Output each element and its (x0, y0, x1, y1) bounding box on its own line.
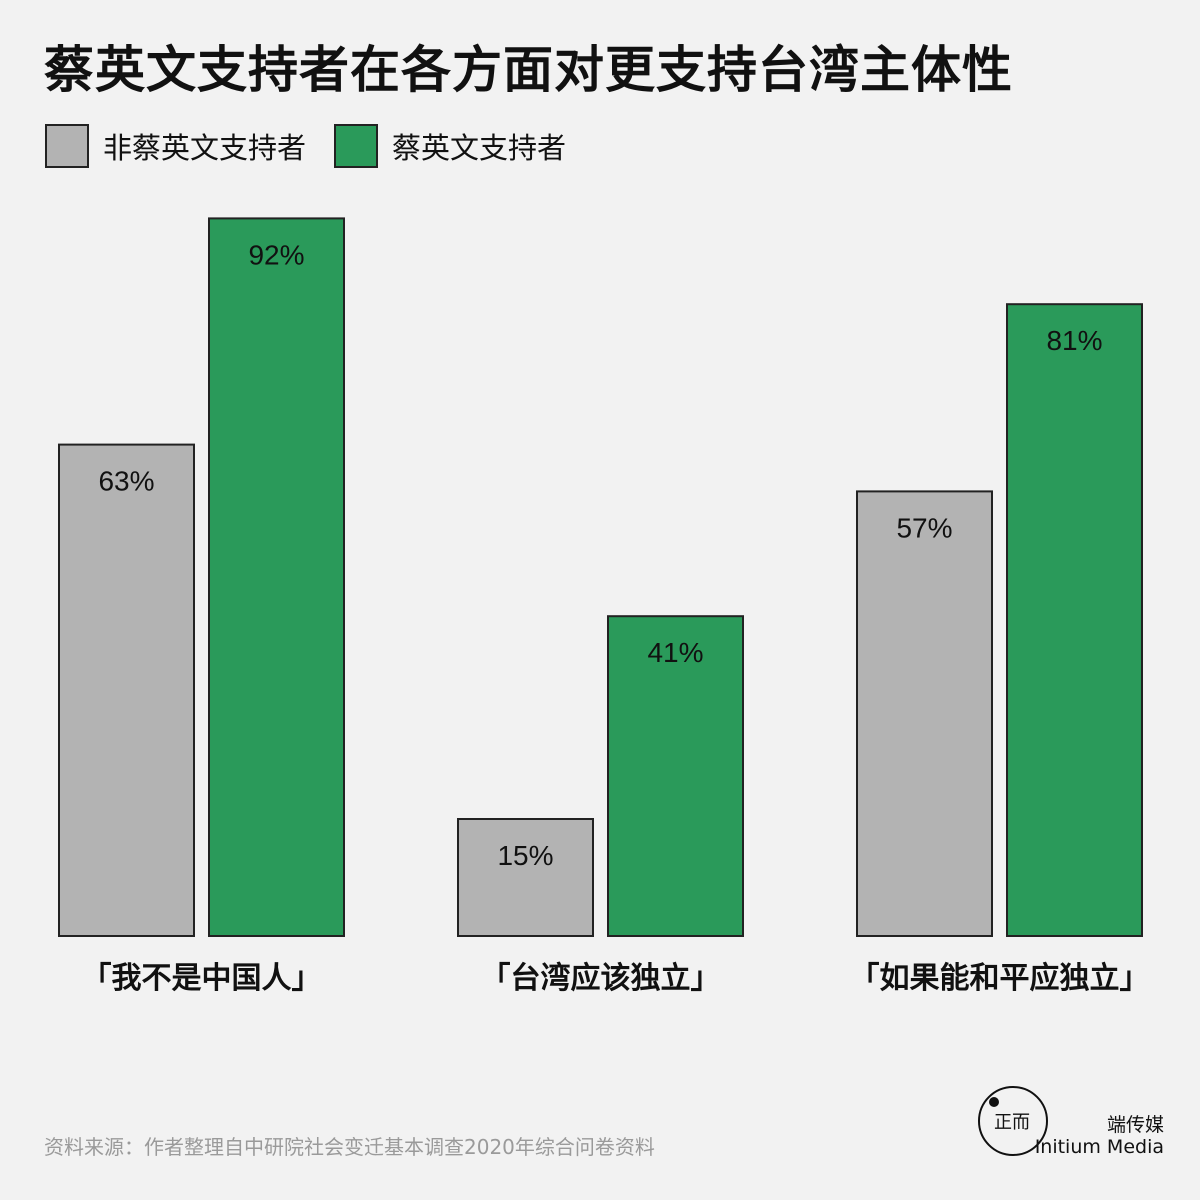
bar-non-supporters-1 (457, 818, 594, 937)
chart-title: 蔡英文支持者在各方面对更支持台湾主体性 (44, 41, 1013, 99)
data-label: 92% (248, 239, 304, 270)
bar-supporters-0 (208, 217, 345, 937)
category-label: 「如果能和平应独立」 (850, 961, 1150, 996)
category-label: 「我不是中国人」 (82, 961, 322, 996)
data-label: 81% (1046, 325, 1102, 356)
logo-dot-icon (989, 1097, 999, 1107)
legend-item-supporters: 蔡英文支持者 (334, 124, 566, 168)
bar-chart: 63% 92% 「我不是中国人」 15% 41% 「台湾应该独立」 57% 81% 「如果能和平… (58, 217, 1150, 996)
data-label: 41% (647, 637, 703, 668)
initium-logo: 正而 端传媒 Initium Media (976, 1084, 1176, 1164)
legend-label: 非蔡英文支持者 (103, 131, 307, 165)
legend: 非蔡英文支持者 蔡英文支持者 (45, 122, 594, 170)
legend-swatch-gray (45, 124, 89, 168)
legend-item-non-supporters: 非蔡英文支持者 (45, 124, 306, 168)
data-label: 15% (497, 840, 553, 871)
legend-label: 蔡英文支持者 (392, 131, 567, 165)
logo-chinese-name: 端传媒 (1106, 1114, 1164, 1136)
data-label: 63% (98, 466, 154, 497)
legend-swatch-green (334, 124, 379, 168)
logo-mark: 正而 (994, 1112, 1030, 1133)
category-label: 「台湾应该独立」 (481, 961, 721, 996)
data-label: 57% (896, 512, 952, 543)
bar-supporters-2 (1006, 303, 1143, 937)
bar-supporters-1 (607, 615, 744, 937)
bar-non-supporters-0 (58, 443, 195, 937)
bar-non-supporters-2 (856, 490, 993, 937)
logo-circle-icon: 正而 (978, 1086, 1048, 1156)
logo-english-name: Initium Media (1034, 1136, 1164, 1158)
source-note: 资料来源：作者整理自中研院社会变迁基本调查2020年综合问卷资料 (44, 1135, 655, 1159)
